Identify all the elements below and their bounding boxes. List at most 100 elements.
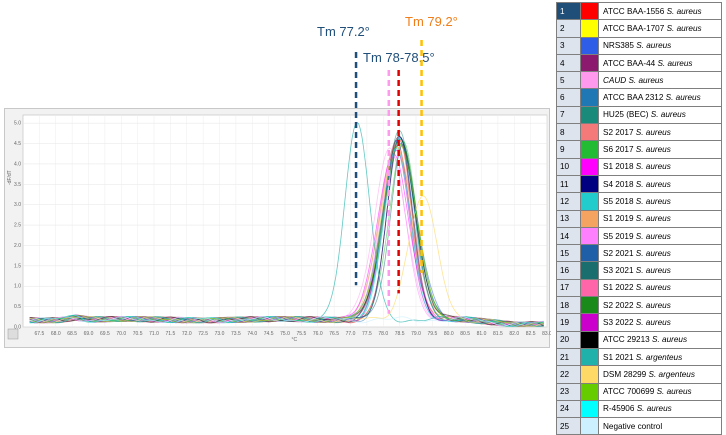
x-tick-label: 82.0 bbox=[509, 331, 519, 337]
legend-color-swatch bbox=[580, 313, 599, 332]
legend-label: DSM 28299 S. argenteus bbox=[598, 365, 722, 384]
y-tick-label: 2.5 bbox=[14, 223, 21, 229]
y-tick-label: 5.0 bbox=[14, 121, 21, 127]
legend-strain: NRS385 bbox=[603, 41, 637, 51]
legend-label: S4 2018 S. aureus bbox=[598, 174, 722, 194]
legend-color-swatch bbox=[580, 296, 599, 315]
x-tick-label: 81.0 bbox=[477, 331, 487, 337]
x-tick-label: 71.5 bbox=[166, 331, 176, 337]
x-axis-label: °C bbox=[292, 337, 298, 343]
legend-strain: ATCC 700699 bbox=[603, 387, 657, 397]
x-tick-label: 68.5 bbox=[67, 331, 77, 337]
legend-number: 4 bbox=[556, 53, 581, 73]
x-tick-label: 77.0 bbox=[346, 331, 356, 337]
y-tick-label: 2.0 bbox=[14, 243, 21, 249]
legend-row: 12 S5 2018 S. aureus bbox=[556, 192, 722, 211]
legend-label: S5 2019 S. aureus bbox=[598, 226, 722, 246]
legend-strain: S5 2019 bbox=[603, 231, 636, 241]
x-tick-label: 78.5 bbox=[395, 331, 405, 337]
legend-number: 9 bbox=[556, 140, 581, 159]
x-tick-label: 69.5 bbox=[100, 331, 110, 337]
x-tick-label: 67.5 bbox=[35, 331, 45, 337]
legend-strain: S1 2021 bbox=[603, 352, 636, 362]
x-tick-label: 69.0 bbox=[84, 331, 94, 337]
legend-number: 22 bbox=[556, 365, 581, 384]
legend-label: S2 2017 S. aureus bbox=[598, 123, 722, 142]
legend-strain: HU25 (BEC) bbox=[603, 110, 651, 120]
legend-strain: R-45906 bbox=[603, 404, 637, 414]
y-tick-label: 3.0 bbox=[14, 202, 21, 208]
legend-row: 23 ATCC 700699 S. aureus bbox=[556, 382, 722, 401]
legend-row: 22 DSM 28299 S. argenteus bbox=[556, 365, 722, 384]
legend-number: 24 bbox=[556, 399, 581, 419]
legend-strain: Negative control bbox=[603, 421, 663, 431]
legend-label: ATCC BAA 2312 S. aureus bbox=[598, 88, 722, 107]
legend-number: 10 bbox=[556, 157, 581, 176]
x-tick-label: 79.5 bbox=[428, 331, 438, 337]
x-tick-label: 83.0 bbox=[542, 331, 551, 337]
legend-strain: DSM 28299 bbox=[603, 369, 649, 379]
legend-row: 19 S3 2022 S. aureus bbox=[556, 313, 722, 332]
legend-species: S. aureus bbox=[635, 300, 671, 310]
legend-number: 25 bbox=[556, 417, 581, 435]
y-tick-label: 3.5 bbox=[14, 182, 21, 188]
x-tick-label: 74.0 bbox=[247, 331, 257, 337]
legend-color-swatch bbox=[580, 140, 599, 159]
legend-color-swatch bbox=[580, 36, 599, 55]
legend-label: S6 2017 S. aureus bbox=[598, 140, 722, 159]
legend-species: S. aureus bbox=[650, 110, 686, 120]
legend-strain: ATCC BAA-44 bbox=[603, 58, 658, 68]
chart-canvas: 0.0 0.5 1.0 1.5 2.0 2.5 3.0 3.5 4.0 4.5 5.0 67.5 68.… bbox=[7, 114, 551, 343]
legend-color-swatch bbox=[580, 123, 599, 142]
legend-color-swatch bbox=[580, 192, 599, 211]
legend-label: ATCC 29213 S. aureus bbox=[598, 330, 722, 349]
legend-species: S. aureus bbox=[635, 145, 671, 155]
legend-number: 11 bbox=[556, 174, 581, 194]
legend-label: CAUD S. aureus bbox=[598, 71, 722, 90]
legend-row: 3 NRS385 S. aureus bbox=[556, 36, 722, 55]
legend-number: 18 bbox=[556, 296, 581, 315]
legend-number: 6 bbox=[556, 88, 581, 107]
legend-number: 21 bbox=[556, 347, 581, 367]
y-tick-label: 1.0 bbox=[14, 284, 21, 290]
x-tick-label: 73.5 bbox=[231, 331, 241, 337]
legend-strain: S5 2018 bbox=[603, 196, 636, 206]
legend-color-swatch bbox=[580, 71, 599, 90]
legend-species: S. aureus bbox=[656, 387, 692, 397]
legend-color-swatch bbox=[580, 226, 599, 246]
legend-row: 21 S1 2021 S. argenteus bbox=[556, 347, 722, 367]
legend-row: 14 S5 2019 S. aureus bbox=[556, 226, 722, 246]
y-tick-label: 0.5 bbox=[14, 304, 21, 310]
legend-color-swatch bbox=[580, 347, 599, 367]
legend-number: 8 bbox=[556, 123, 581, 142]
legend-species: S. aureus bbox=[635, 214, 671, 224]
legend-row: 2 ATCC BAA-1707 S. aureus bbox=[556, 19, 722, 38]
x-tick-label: 70.0 bbox=[116, 331, 126, 337]
x-tick-label: 77.5 bbox=[362, 331, 372, 337]
legend-color-swatch bbox=[580, 157, 599, 176]
legend-species: S. argenteus bbox=[635, 352, 683, 362]
legend-row: 25 Negative control bbox=[556, 417, 722, 435]
legend-strain: S1 2019 bbox=[603, 214, 636, 224]
legend-strain: ATCC 29213 bbox=[603, 335, 652, 345]
legend-species: S. aureus bbox=[635, 231, 671, 241]
x-tick-label: 71.0 bbox=[149, 331, 159, 337]
legend-strain: ATCC BAA 2312 bbox=[603, 93, 666, 103]
legend-label: ATCC BAA-1556 S. aureus bbox=[598, 1, 722, 21]
legend-row: 17 S1 2022 S. aureus bbox=[556, 278, 722, 298]
legend-strain: S3 2022 bbox=[603, 317, 636, 327]
legend-label: S1 2018 S. aureus bbox=[598, 157, 722, 176]
legend-number: 2 bbox=[556, 19, 581, 38]
legend-label: S5 2018 S. aureus bbox=[598, 192, 722, 211]
legend-species: S. aureus bbox=[635, 248, 671, 258]
legend-strain: ATCC BAA-1707 bbox=[603, 23, 667, 33]
legend-color-swatch bbox=[580, 53, 599, 73]
legend-number: 3 bbox=[556, 36, 581, 55]
legend-strain: S6 2017 bbox=[603, 145, 636, 155]
legend-species: S. aureus bbox=[635, 179, 671, 189]
legend-row: 16 S3 2021 S. aureus bbox=[556, 261, 722, 280]
legend-color-swatch bbox=[580, 244, 599, 263]
legend-species: S. aureus bbox=[635, 283, 671, 293]
x-tick-label: 81.5 bbox=[493, 331, 503, 337]
legend-label: S1 2022 S. aureus bbox=[598, 278, 722, 298]
